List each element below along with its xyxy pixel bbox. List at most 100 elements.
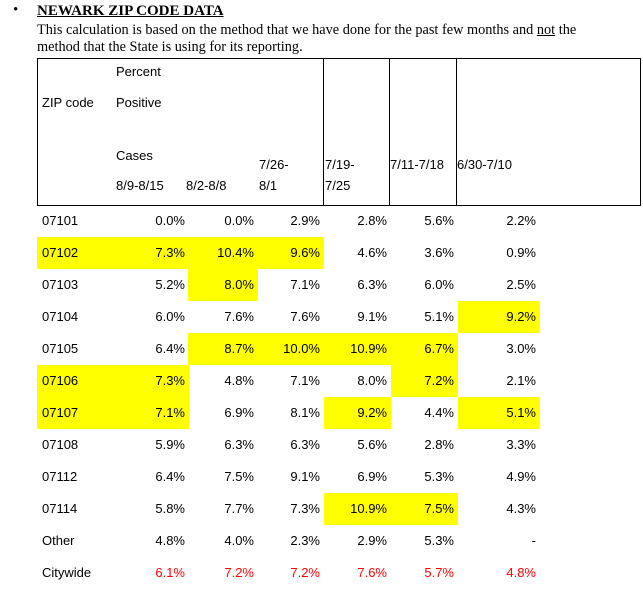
zip-cell: Citywide [42, 565, 92, 580]
value-cell: 10.4% [188, 237, 258, 269]
value-cell: 7.2% [224, 565, 254, 580]
value-cell: 8.1% [290, 405, 320, 420]
table-row: Citywide 6.1% 7.2% 7.2% 7.6% 5.7% 4.8% [37, 557, 641, 589]
value-cell: 5.3% [424, 533, 454, 548]
value-cell: 7.3% [116, 237, 189, 269]
value-cell: 7.7% [224, 501, 254, 516]
value-cell: 7.2% [391, 365, 458, 397]
zip-cell: 07105 [42, 341, 79, 356]
value-cell: 4.9% [506, 469, 536, 484]
value-cell: 6.0% [424, 277, 454, 292]
value-cell: 2.5% [506, 277, 536, 292]
value-cell: 10.9% [324, 493, 391, 525]
table-row: 07102 7.3% 10.4% 9.6% 4.6% 3.6% 0.9% [37, 237, 641, 269]
value-cell: 6.3% [290, 437, 320, 452]
note-text-2: the [555, 22, 577, 38]
header-col-week-1: 8/9-8/15 [116, 178, 164, 193]
page-title: NEWARK ZIP CODE DATA [37, 3, 224, 19]
value-cell: 5.2% [155, 277, 185, 292]
value-cell: 2.1% [506, 373, 536, 388]
zip-cell: 07104 [42, 309, 79, 324]
value-cell: 0.0% [155, 213, 185, 228]
table-row: 07105 6.4% 8.7% 10.0% 10.9% 6.7% 3.0% [37, 333, 641, 365]
value-cell: 9.2% [458, 301, 540, 333]
value-cell: 3.3% [506, 437, 536, 452]
bullet-point: • [13, 2, 19, 18]
table-row: Other 4.8% 4.0% 2.3% 2.9% 5.3% - [37, 525, 641, 557]
value-cell: 9.6% [258, 237, 324, 269]
table-row: 07107 7.1% 6.9% 8.1% 9.2% 4.4% 5.1% [37, 397, 641, 429]
header-zip-code: ZIP code [42, 95, 94, 110]
zip-cell: 07106 [37, 365, 116, 397]
value-cell: 4.3% [506, 501, 536, 516]
zip-cell: 07103 [42, 277, 79, 292]
value-cell: 4.8% [224, 373, 254, 388]
header-border-left [37, 58, 38, 206]
value-cell: 7.6% [357, 565, 387, 580]
value-cell: 5.7% [424, 565, 454, 580]
zip-cell: 07108 [42, 437, 79, 452]
value-cell: 7.1% [290, 373, 320, 388]
value-cell: 8.7% [188, 333, 258, 365]
zip-cell: 07112 [42, 469, 78, 484]
table-row: 07114 5.8% 7.7% 7.3% 10.9% 7.5% 4.3% [37, 493, 641, 525]
value-cell: 6.3% [357, 277, 387, 292]
value-cell: 2.3% [290, 533, 320, 548]
value-cell: 0.0% [224, 213, 254, 228]
value-cell: 5.8% [155, 501, 185, 516]
value-cell: 0.9% [506, 245, 536, 260]
value-cell: 5.6% [357, 437, 387, 452]
value-cell: 6.4% [155, 341, 185, 356]
value-cell: 10.0% [258, 333, 324, 365]
value-cell: 7.5% [391, 493, 458, 525]
value-cell: 5.3% [424, 469, 454, 484]
value-cell: 7.2% [290, 565, 320, 580]
value-cell: 6.4% [155, 469, 185, 484]
header-top-border [37, 58, 641, 59]
value-cell: 9.1% [290, 469, 320, 484]
zip-cell: Other [42, 533, 75, 548]
zip-cell: 07114 [42, 501, 78, 516]
value-cell: 7.5% [224, 469, 254, 484]
table-row: 07104 6.0% 7.6% 7.6% 9.1% 5.1% 9.2% [37, 301, 641, 333]
value-cell: 6.1% [155, 565, 185, 580]
header-col-week-4-bottom: 7/25 [325, 178, 351, 193]
value-cell: 3.0% [506, 341, 536, 356]
value-cell: 5.6% [424, 213, 454, 228]
method-note: This calculation is based on the method … [37, 22, 643, 56]
value-cell: 9.1% [357, 309, 387, 324]
value-cell: 10.9% [324, 333, 391, 365]
zip-cell: 07102 [37, 237, 116, 269]
value-cell: 7.1% [290, 277, 320, 292]
value-cell: 5.1% [458, 397, 540, 429]
header-divider-5 [389, 58, 390, 206]
table-row: 07112 6.4% 7.5% 9.1% 6.9% 5.3% 4.9% [37, 461, 641, 493]
value-cell: 2.2% [506, 213, 536, 228]
value-cell: 6.7% [391, 333, 458, 365]
table-row: 07101 0.0% 0.0% 2.9% 2.8% 5.6% 2.2% [37, 205, 641, 237]
value-cell: 6.9% [357, 469, 387, 484]
value-cell: 2.8% [424, 437, 454, 452]
value-cell: 2.8% [357, 213, 387, 228]
value-cell: 6.9% [224, 405, 254, 420]
value-cell: 8.0% [357, 373, 387, 388]
value-cell: 4.6% [357, 245, 387, 260]
table-row: 07106 7.3% 4.8% 7.1% 8.0% 7.2% 2.1% [37, 365, 641, 397]
header-percent: Percent [116, 64, 161, 79]
value-cell: 9.2% [324, 397, 391, 429]
value-cell: 4.4% [424, 405, 454, 420]
table-row: 07103 5.2% 8.0% 7.1% 6.3% 6.0% 2.5% [37, 269, 641, 301]
value-cell: 2.9% [357, 533, 387, 548]
header-divider-4 [323, 58, 324, 206]
note-text-1: This calculation is based on the method … [37, 22, 537, 38]
header-border-right [640, 58, 641, 206]
header-positive: Positive [116, 95, 162, 110]
header-col-week-3-bottom: 8/1 [259, 178, 278, 193]
value-cell: 5.1% [424, 309, 454, 324]
note-emphasis: not [536, 22, 556, 38]
value-cell: 4.0% [224, 533, 254, 548]
value-cell: 7.6% [224, 309, 254, 324]
value-cell: 6.3% [224, 437, 254, 452]
value-cell: 7.6% [290, 309, 320, 324]
value-cell: 7.3% [116, 365, 189, 397]
